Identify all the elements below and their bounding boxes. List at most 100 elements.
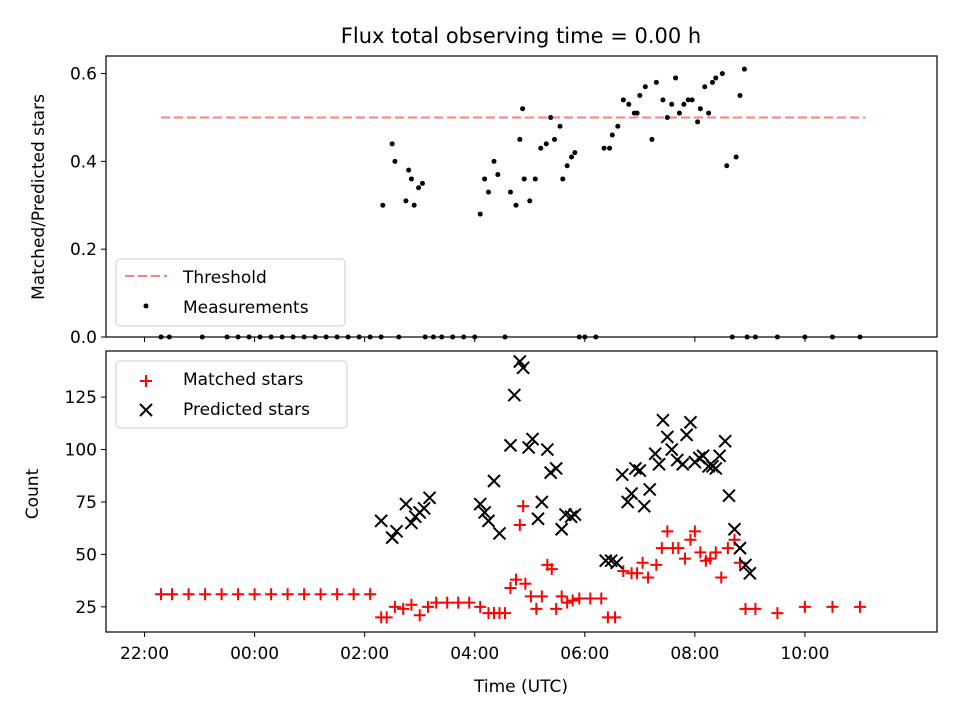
matched-star-point	[298, 588, 311, 601]
matched-star-point	[530, 602, 543, 615]
predicted-star-point	[549, 461, 563, 476]
matched-star-point	[650, 558, 663, 571]
matched-star-point	[182, 588, 195, 601]
measurement-point	[709, 79, 715, 85]
predicted-star-point	[389, 524, 404, 539]
measurement-point	[527, 198, 533, 204]
measurement-point	[416, 185, 422, 191]
matched-star-point	[331, 588, 344, 601]
matched-star-point	[513, 519, 526, 532]
measurement-point	[653, 79, 659, 85]
predicted-star-point	[513, 354, 527, 369]
matched-star-point	[314, 588, 327, 601]
matched-star-point	[430, 596, 443, 609]
top-y-axis-label: Matched/Predicted stars	[29, 94, 49, 300]
matched-star-point	[672, 542, 685, 555]
predicted-star-point	[568, 507, 582, 522]
matched-star-point	[232, 588, 245, 601]
predicted-star-point	[385, 530, 399, 545]
predicted-star-point	[676, 457, 690, 471]
matched-star-point	[684, 533, 697, 546]
predicted-star-point	[665, 442, 679, 457]
count-panel: Count Time (UTC) 25 50 75 100 125 22:00 00:00…	[23, 350, 938, 697]
measurement-point	[719, 71, 725, 77]
top-y-axis-ticks: 0.0 0.2 0.4 0.6	[70, 65, 106, 348]
ratio-panel: Flux total observing time = 0.00 h Match…	[29, 24, 938, 348]
measurements-legend-marker	[143, 303, 149, 309]
matched-star-point	[642, 571, 655, 584]
measurement-point	[673, 75, 679, 81]
matched-star-point	[347, 588, 360, 601]
matched-star-point	[441, 596, 454, 609]
measurement-point	[642, 84, 648, 90]
matched-star-point	[798, 600, 811, 613]
predicted-star-point	[660, 430, 675, 444]
matched-star-point	[688, 525, 701, 538]
matched-star-point	[655, 542, 668, 555]
measurement-point	[620, 97, 626, 103]
measurement-point	[552, 136, 558, 142]
matched-star-point	[248, 588, 261, 601]
matched-star-point	[397, 602, 410, 615]
predicted-legend-label: Predicted stars	[183, 400, 310, 420]
predicted-star-point	[628, 461, 643, 476]
predicted-star-point	[609, 556, 624, 570]
matched-star-point	[617, 565, 630, 578]
measurement-point	[737, 93, 743, 99]
measurements-legend-label: Measurements	[183, 298, 309, 318]
matched-star-point	[380, 611, 393, 624]
measurement-point	[660, 97, 666, 103]
measurement-point	[626, 101, 632, 107]
bottom-legend-box	[115, 360, 348, 429]
measurement-point	[538, 145, 544, 151]
predicted-legend-marker	[139, 403, 153, 417]
predicted-star-point	[535, 495, 549, 509]
measurement-point	[491, 158, 497, 164]
predicted-star-point	[404, 516, 419, 530]
top-legend: Threshold Measurements	[115, 258, 346, 327]
bottom-x-axis-ticks: 22:00 00:00 02:00 04:00 06:00 08:00 10:00	[120, 632, 829, 664]
threshold-legend-label: Threshold	[182, 268, 267, 288]
predicted-star-point	[727, 522, 742, 536]
measurement-point	[564, 163, 570, 169]
measurement-point	[649, 136, 655, 142]
matched-star-point	[771, 607, 784, 620]
matched-star-point	[474, 600, 487, 613]
matched-star-point	[609, 611, 622, 624]
bottom-plot-area	[155, 354, 866, 624]
matched-star-point	[405, 598, 418, 611]
measurement-point	[411, 202, 417, 208]
measurement-point	[482, 176, 488, 182]
predicted-star-point	[733, 541, 747, 555]
matched-star-point	[265, 588, 278, 601]
matched-star-point	[155, 588, 168, 601]
matched-star-point	[566, 594, 579, 607]
predicted-star-point	[481, 514, 496, 528]
predicted-star-point	[521, 440, 536, 455]
matched-star-point	[826, 600, 839, 613]
matched-star-point	[463, 596, 476, 609]
measurement-point	[419, 180, 425, 186]
x-tick-label: 08:00	[670, 644, 719, 664]
bottom-y-tick-label: 25	[75, 598, 97, 618]
predicted-star-point	[531, 512, 545, 526]
predicted-star-point	[683, 415, 698, 430]
measurement-point	[532, 176, 538, 182]
predicted-star-point	[709, 461, 723, 476]
predicted-star-point	[633, 463, 647, 478]
matched-star-point	[519, 577, 532, 590]
predicted-star-point	[507, 388, 522, 402]
matched-star-point	[636, 556, 649, 569]
matched-star-point	[595, 592, 608, 605]
matched-star-point	[709, 546, 722, 559]
matched-star-point	[573, 592, 586, 605]
top-legend-box	[115, 258, 346, 327]
predicted-star-point	[679, 428, 694, 442]
matched-star-point	[545, 563, 558, 576]
predicted-star-point	[473, 497, 487, 511]
predicted-star-point	[743, 566, 757, 580]
top-y-tick-label: 0.4	[70, 152, 97, 172]
measurement-point	[741, 66, 747, 72]
measurement-point	[517, 136, 523, 142]
